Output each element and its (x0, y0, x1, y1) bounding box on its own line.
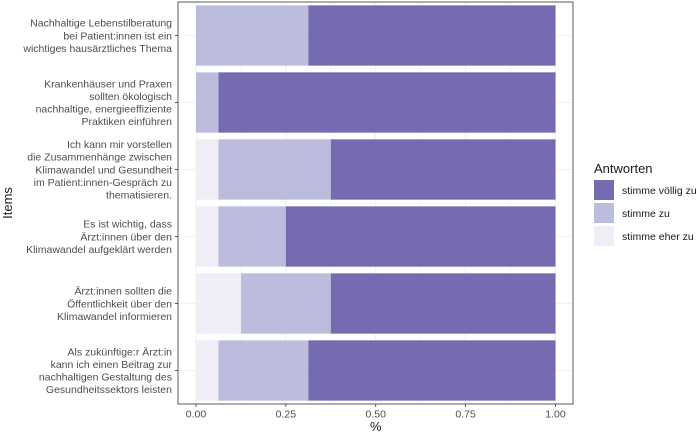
legend-title: Antworten (594, 161, 653, 176)
legend-key (594, 226, 614, 246)
legend: Antworten stimme völlig zu stimme zu stimm… (594, 161, 697, 246)
x-tick-label: 1.00 (545, 409, 566, 421)
legend-label: stimme völlig zu (622, 185, 697, 197)
bar-segment (308, 340, 556, 401)
bar-segment (218, 72, 556, 133)
bar-segment (330, 139, 556, 200)
bar-segment (196, 5, 309, 66)
y-axis: Nachhaltige Lebenstilberatung bei Patient… (22, 18, 178, 396)
x-tick-label: 0.00 (186, 409, 207, 421)
x-axis: 0.00 0.25 0.50 0.75 1.00 (186, 404, 566, 421)
x-tick-label: 0.75 (455, 409, 476, 421)
legend-key (594, 180, 614, 200)
bar-segment (218, 206, 286, 267)
bars-layer (196, 5, 556, 401)
bar-segment (196, 273, 241, 334)
bar-segment (308, 5, 556, 66)
y-tick-label: Ärzt:innen sollten die Öffentlichkeit übe… (57, 286, 172, 323)
bar-segment (218, 139, 331, 200)
x-axis-title: % (370, 419, 382, 434)
bar-segment (218, 340, 309, 401)
bar-segment (196, 206, 219, 267)
bar-segment (196, 72, 219, 133)
x-tick-label: 0.50 (366, 409, 387, 421)
x-tick-label: 0.25 (276, 409, 297, 421)
y-tick-label: Krankenhäuser und Praxen sollten ökologis… (36, 78, 173, 128)
bar-segment (240, 273, 331, 334)
bar-segment (196, 340, 219, 401)
y-axis-title: Items (0, 187, 15, 219)
bar-segment (285, 206, 556, 267)
legend-key (594, 203, 614, 223)
y-tick-label: Als zukünftige:r Ärzt:in kann ich einen B… (39, 346, 173, 396)
bar-segment (330, 273, 556, 334)
legend-label: stimme eher zu (622, 231, 694, 243)
bar-segment (196, 139, 219, 200)
y-tick-label: Ich kann mir vorstellen die Zusammenhänge… (27, 139, 172, 201)
y-tick-label: Es ist wichtig, dass Ärzt:innen über den K… (26, 219, 172, 256)
y-tick-label: Nachhaltige Lebenstilberatung bei Patient… (22, 18, 172, 55)
legend-label: stimme zu (622, 208, 670, 220)
